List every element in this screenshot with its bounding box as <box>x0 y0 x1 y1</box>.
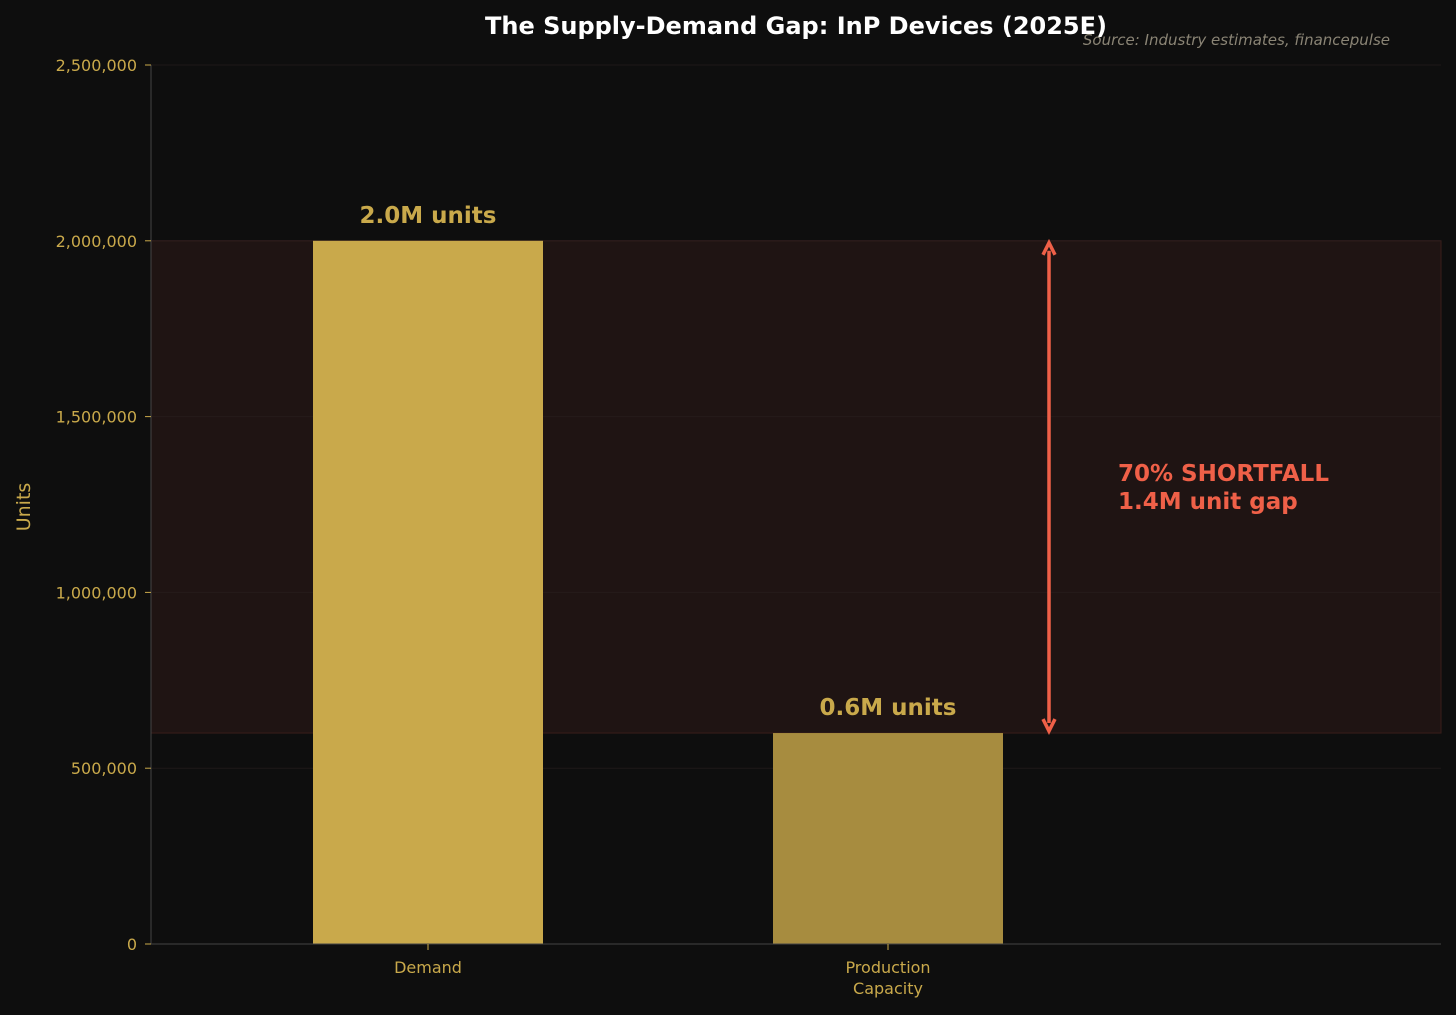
y-tick-label: 1,500,000 <box>56 408 137 427</box>
gap-arrow-head-bottom <box>1041 718 1057 735</box>
bar-value-label: 2.0M units <box>360 203 497 229</box>
bar-production-capacity <box>773 733 1003 944</box>
y-axis-label: Units <box>13 483 35 532</box>
x-tick-label: Demand <box>394 958 462 977</box>
x-tick-label: Production <box>845 958 930 977</box>
y-tick-label: 0 <box>127 935 137 954</box>
y-tick-label: 2,000,000 <box>56 232 137 251</box>
source-note: Source: Industry estimates, financepulse <box>1083 31 1390 49</box>
chart-title: The Supply-Demand Gap: InP Devices (2025… <box>485 12 1107 40</box>
gap-annotation: 70% SHORTFALL <box>1118 461 1329 487</box>
gap-arrow-head-top <box>1041 238 1057 256</box>
y-tick-label: 1,000,000 <box>56 583 137 602</box>
bar-demand <box>313 240 543 945</box>
y-tick-label: 500,000 <box>71 759 137 778</box>
bar-value-label: 0.6M units <box>820 695 957 721</box>
gap-annotation: 1.4M unit gap <box>1118 489 1298 515</box>
x-tick-label: Capacity <box>853 979 923 998</box>
y-tick-label: 2,500,000 <box>56 56 137 75</box>
